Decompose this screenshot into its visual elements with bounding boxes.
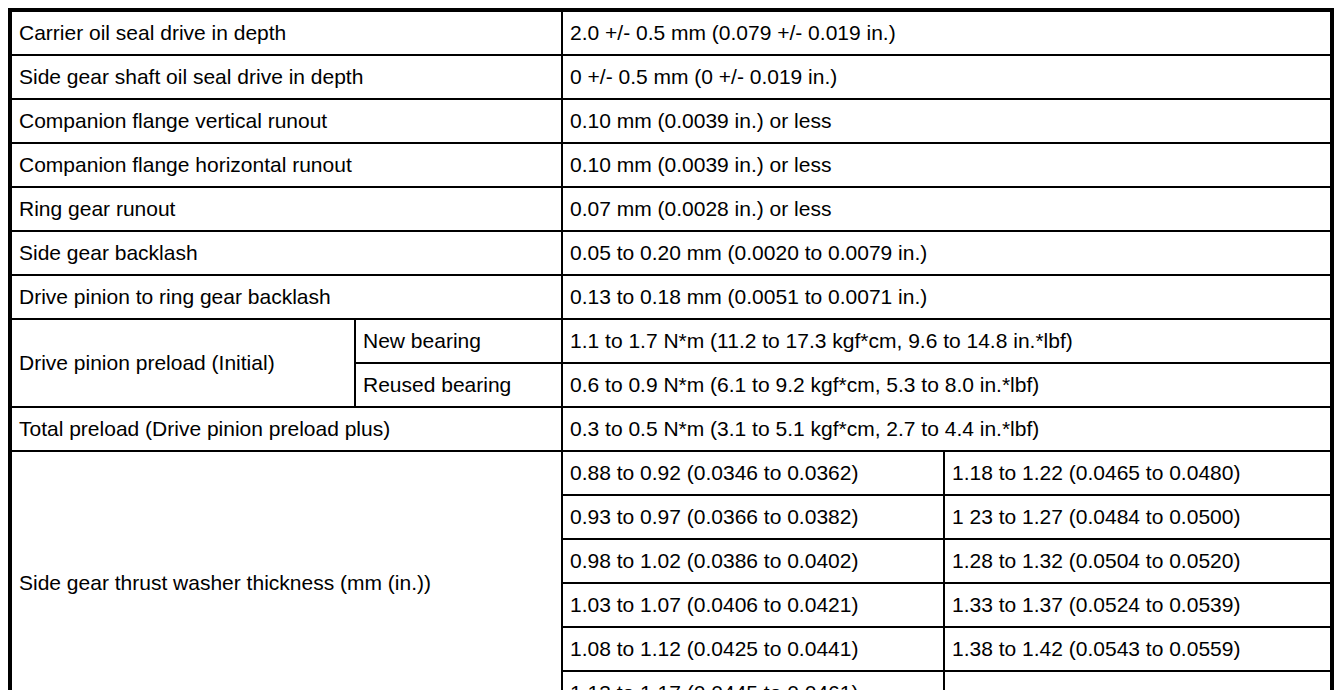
spec-value-cell: 0.6 to 0.9 N*m (6.1 to 9.2 kgf*cm, 5.3 t… [562, 363, 1332, 407]
spec-sublabel-cell: Reused bearing [355, 363, 562, 407]
washer-value-cell: 1 23 to 1.27 (0.0484 to 0.0500) [944, 495, 1332, 539]
table-row: Side gear shaft oil seal drive in depth … [10, 55, 1332, 99]
washer-value-cell: 1.08 to 1.12 (0.0425 to 0.0441) [562, 627, 944, 671]
spec-value-cell: 0.07 mm (0.0028 in.) or less [562, 187, 1332, 231]
spec-value-cell: 0.10 mm (0.0039 in.) or less [562, 99, 1332, 143]
spec-sublabel-cell: New bearing [355, 319, 562, 363]
spec-label-cell: Ring gear runout [10, 187, 562, 231]
washer-value-cell: 1.33 to 1.37 (0.0524 to 0.0539) [944, 583, 1332, 627]
table-row: Side gear backlash 0.05 to 0.20 mm (0.00… [10, 231, 1332, 275]
spec-value-cell: 2.0 +/- 0.5 mm (0.079 +/- 0.019 in.) [562, 10, 1332, 55]
table-row: Companion flange horizontal runout 0.10 … [10, 143, 1332, 187]
spec-value-cell: 1.1 to 1.7 N*m (11.2 to 17.3 kgf*cm, 9.6… [562, 319, 1332, 363]
spec-label-cell: Side gear shaft oil seal drive in depth [10, 55, 562, 99]
spec-label-cell: Companion flange horizontal runout [10, 143, 562, 187]
table-row: Drive pinion to ring gear backlash 0.13 … [10, 275, 1332, 319]
spec-value-cell: 0.13 to 0.18 mm (0.0051 to 0.0071 in.) [562, 275, 1332, 319]
spec-value-cell: 0.05 to 0.20 mm (0.0020 to 0.0079 in.) [562, 231, 1332, 275]
table-row: Ring gear runout 0.07 mm (0.0028 in.) or… [10, 187, 1332, 231]
table-row: Side gear thrust washer thickness (mm (i… [10, 451, 1332, 495]
washer-value-cell: 1.28 to 1.32 (0.0504 to 0.0520) [944, 539, 1332, 583]
washer-value-cell: 1.18 to 1.22 (0.0465 to 0.0480) [944, 451, 1332, 495]
washer-value-cell: 1.13 to 1.17 (0.0445 to 0.0461) [562, 671, 944, 690]
spec-label-cell: Drive pinion to ring gear backlash [10, 275, 562, 319]
washer-value-cell: 0.88 to 0.92 (0.0346 to 0.0362) [562, 451, 944, 495]
spec-label-cell: Side gear backlash [10, 231, 562, 275]
spec-label-cell: Companion flange vertical runout [10, 99, 562, 143]
spec-table: Carrier oil seal drive in depth 2.0 +/- … [8, 8, 1334, 690]
table-row: Companion flange vertical runout 0.10 mm… [10, 99, 1332, 143]
table-row: Drive pinion preload (Initial) New beari… [10, 319, 1332, 363]
page: Carrier oil seal drive in depth 2.0 +/- … [0, 0, 1344, 690]
washer-value-cell: - [944, 671, 1332, 690]
spec-value-cell: 0.3 to 0.5 N*m (3.1 to 5.1 kgf*cm, 2.7 t… [562, 407, 1332, 451]
washer-value-cell: 1.38 to 1.42 (0.0543 to 0.0559) [944, 627, 1332, 671]
spec-label-cell: Carrier oil seal drive in depth [10, 10, 562, 55]
table-row: Total preload (Drive pinion preload plus… [10, 407, 1332, 451]
spec-value-cell: 0 +/- 0.5 mm (0 +/- 0.019 in.) [562, 55, 1332, 99]
spec-value-cell: 0.10 mm (0.0039 in.) or less [562, 143, 1332, 187]
table-row: Carrier oil seal drive in depth 2.0 +/- … [10, 10, 1332, 55]
spec-group-label-cell: Side gear thrust washer thickness (mm (i… [10, 451, 562, 690]
spec-label-cell: Total preload (Drive pinion preload plus… [10, 407, 562, 451]
washer-value-cell: 0.93 to 0.97 (0.0366 to 0.0382) [562, 495, 944, 539]
spec-group-label-cell: Drive pinion preload (Initial) [10, 319, 355, 407]
washer-value-cell: 1.03 to 1.07 (0.0406 to 0.0421) [562, 583, 944, 627]
washer-value-cell: 0.98 to 1.02 (0.0386 to 0.0402) [562, 539, 944, 583]
